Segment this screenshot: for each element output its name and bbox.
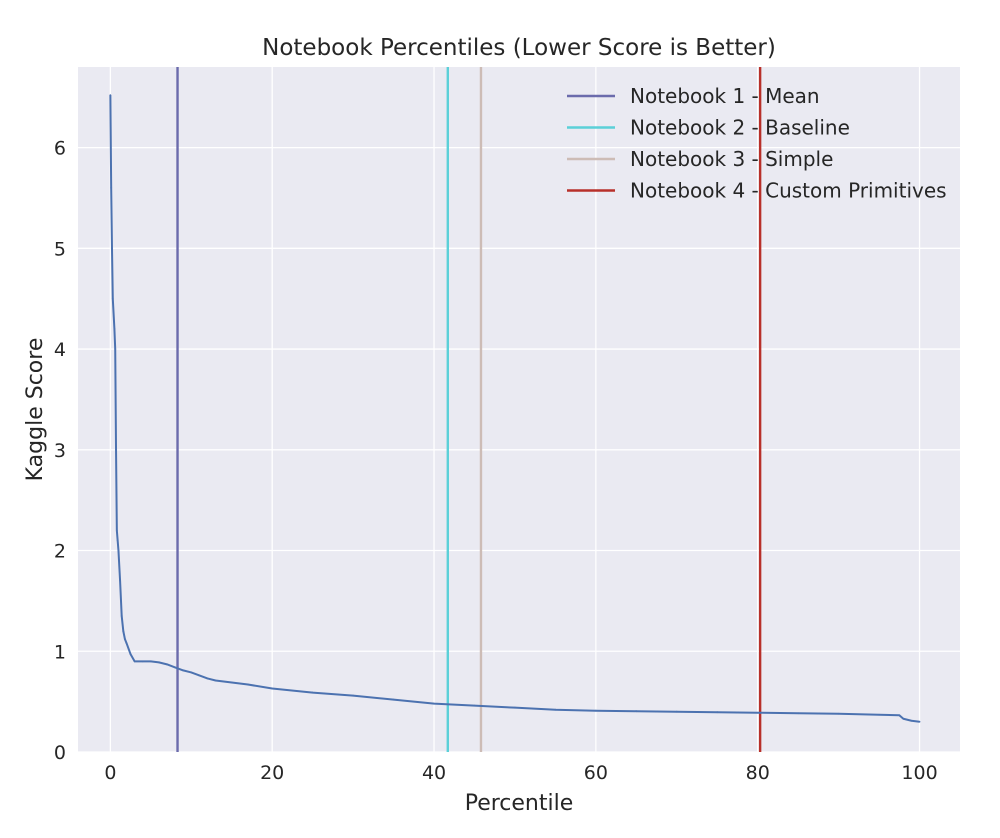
curve-point [124, 638, 126, 641]
curve-point [174, 666, 177, 669]
curve-point [109, 94, 112, 97]
x-axis-title: Percentile [465, 791, 574, 816]
legend-label: Notebook 4 - Custom Primitives [630, 179, 947, 203]
x-tick-label: 60 [584, 762, 608, 784]
curve-point [158, 661, 160, 664]
curve-point [214, 679, 217, 682]
curve-point [675, 710, 678, 713]
curve-point [514, 706, 516, 709]
curve-point [133, 660, 136, 663]
curve-point [115, 448, 117, 451]
curve-point [433, 702, 435, 705]
curve-point [910, 719, 913, 722]
x-tick-label: 20 [260, 762, 284, 784]
curve-point [473, 704, 476, 707]
curve-point [554, 708, 557, 711]
grid-layer [78, 67, 960, 753]
curve-point [117, 549, 120, 552]
y-axis-title: Kaggle Score [23, 338, 48, 482]
curve-point [115, 529, 118, 532]
curve-point [149, 660, 152, 663]
legend-label: Notebook 1 - Mean [630, 84, 820, 108]
curve-point [119, 579, 121, 582]
y-tick-label: 6 [54, 138, 66, 160]
curve-point [878, 713, 880, 716]
curve-point [918, 720, 921, 723]
x-tick-label: 100 [901, 762, 937, 784]
legend-label: Notebook 2 - Baseline [630, 116, 850, 140]
curve-point [271, 687, 274, 690]
curve-point [113, 328, 116, 330]
x-tick-label: 80 [746, 762, 770, 784]
plot-background [78, 67, 960, 752]
tick-labels-layer: 0 20 40 60 80 100 0 1 2 3 4 5 6 [54, 138, 938, 784]
y-tick-label: 3 [54, 440, 66, 462]
y-tick-label: 2 [54, 541, 66, 563]
vertical-lines-layer [176, 67, 762, 752]
curve-point [902, 717, 905, 720]
curve-point [311, 691, 314, 694]
curve-point [111, 247, 113, 250]
x-tick-label: 0 [104, 762, 116, 784]
y-tick-label: 1 [54, 641, 66, 663]
curve-point [114, 348, 117, 350]
legend-label: Notebook 3 - Simple [630, 147, 833, 171]
y-tick-label: 0 [54, 742, 66, 764]
curve-point [120, 615, 123, 617]
curve-point [837, 712, 840, 715]
curve-point [166, 663, 168, 666]
curve-point [122, 630, 125, 633]
curve-point [198, 674, 201, 677]
curve-point [230, 681, 233, 684]
curve-point [116, 539, 119, 542]
curve-layer [109, 94, 921, 723]
curve-point [206, 677, 209, 680]
curve-point [129, 653, 132, 656]
x-tick-label: 40 [422, 762, 446, 784]
curve-point [352, 694, 355, 697]
y-tick-label: 4 [54, 339, 66, 361]
curve-point [716, 711, 719, 714]
curve-point [594, 709, 597, 712]
curve-point [125, 642, 128, 645]
curve-point [190, 671, 193, 674]
curve-point [141, 660, 144, 663]
curve-point [247, 683, 249, 686]
y-tick-label: 5 [54, 238, 66, 260]
curve-point [756, 711, 759, 714]
curve-point [392, 698, 395, 701]
curve-point [111, 297, 114, 300]
curve-point [898, 714, 901, 717]
legend: Notebook 1 - Mean Notebook 2 - Baseline No… [567, 84, 947, 203]
curve-point [635, 710, 638, 713]
curve-point [797, 712, 800, 715]
chart-title: Notebook Percentiles (Lower Score is Bet… [262, 35, 776, 61]
curve-point [110, 186, 113, 189]
curve-point [182, 669, 185, 672]
